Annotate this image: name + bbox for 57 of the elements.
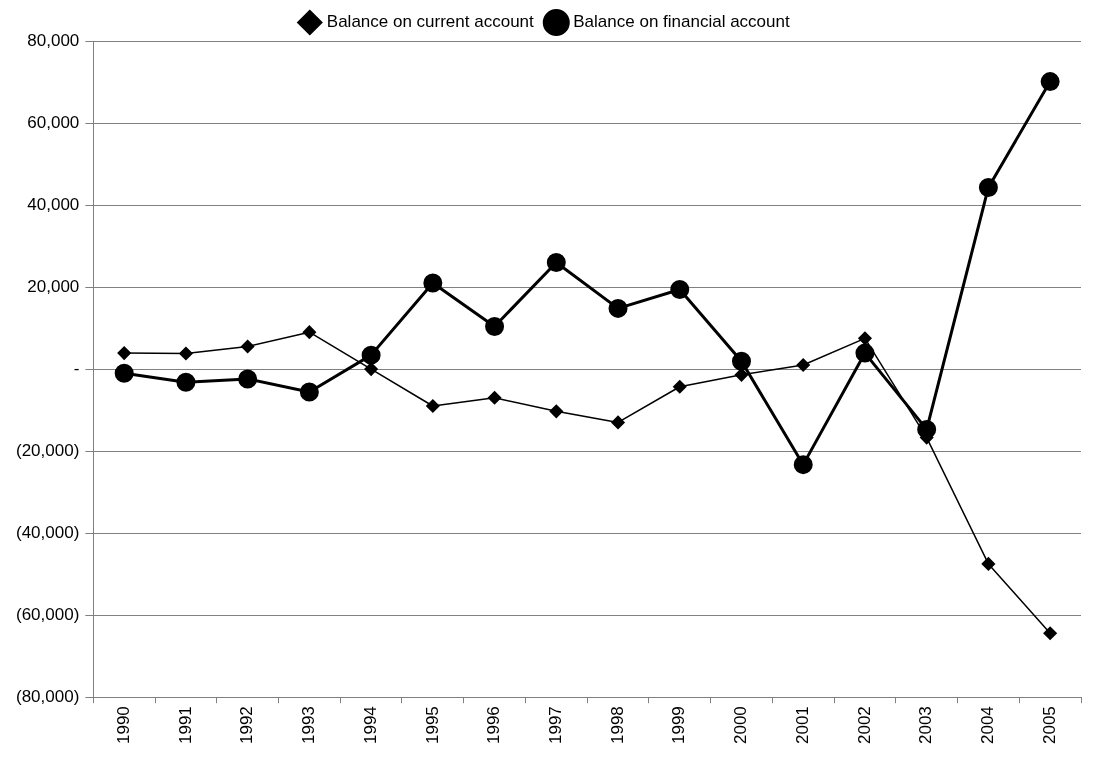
- x-tick-label: 1995: [422, 706, 442, 745]
- x-tick-label: 2000: [731, 706, 751, 745]
- y-tick-label: (80,000): [15, 686, 80, 706]
- x-tick-label: 1996: [484, 706, 504, 745]
- point: [423, 273, 443, 293]
- point: [1040, 72, 1060, 92]
- legend-label: Balance on current account: [326, 12, 535, 32]
- point: [793, 455, 813, 475]
- y-tick-label: 60,000: [27, 112, 80, 132]
- point: [179, 346, 193, 361]
- point: [302, 325, 317, 339]
- x-tick-label: 1998: [607, 706, 627, 745]
- x-tick-label: 1994: [360, 706, 380, 745]
- x-tick-label: 2005: [1039, 706, 1059, 745]
- y-tick-label: 40,000: [27, 194, 80, 214]
- point: [176, 372, 196, 392]
- point: [485, 316, 505, 336]
- x-tick-label: 1990: [113, 706, 133, 745]
- x-tick-label: 2003: [916, 706, 936, 745]
- y-tick-label: 20,000: [27, 276, 80, 296]
- x-tick-label: 2001: [792, 706, 812, 745]
- point: [426, 399, 440, 413]
- x-tick-label: 1991: [175, 706, 195, 745]
- x-tick-label: 1993: [299, 706, 319, 745]
- y-tick-label: 80,000: [27, 30, 80, 50]
- point: [549, 404, 564, 419]
- x-tick-label: 1997: [545, 706, 565, 745]
- point: [858, 331, 872, 346]
- point: [364, 362, 378, 376]
- point: [299, 382, 319, 402]
- point: [734, 368, 749, 382]
- point: [487, 391, 502, 405]
- y-tick-label: (20,000): [15, 440, 80, 460]
- y-tick-label: (40,000): [15, 522, 80, 542]
- point: [670, 280, 690, 300]
- x-tick-label: 2002: [854, 706, 874, 745]
- point: [978, 177, 998, 197]
- point: [673, 379, 687, 394]
- legend-label: Balance on financial account: [573, 12, 790, 32]
- point: [731, 351, 751, 371]
- y-tick-label: (60,000): [15, 604, 80, 624]
- point: [796, 358, 810, 372]
- point: [855, 343, 875, 363]
- x-tick-label: 2004: [978, 706, 998, 745]
- point: [238, 369, 258, 389]
- point: [611, 415, 625, 430]
- point: [981, 557, 996, 571]
- point: [1043, 626, 1057, 640]
- y-tick-label: -: [73, 358, 80, 378]
- point: [240, 339, 255, 354]
- x-tick-label: 1992: [237, 706, 257, 745]
- point: [546, 252, 566, 272]
- point: [117, 346, 131, 360]
- point: [361, 345, 381, 365]
- x-tick-label: 1999: [669, 706, 689, 745]
- point: [608, 298, 628, 318]
- point: [114, 363, 134, 383]
